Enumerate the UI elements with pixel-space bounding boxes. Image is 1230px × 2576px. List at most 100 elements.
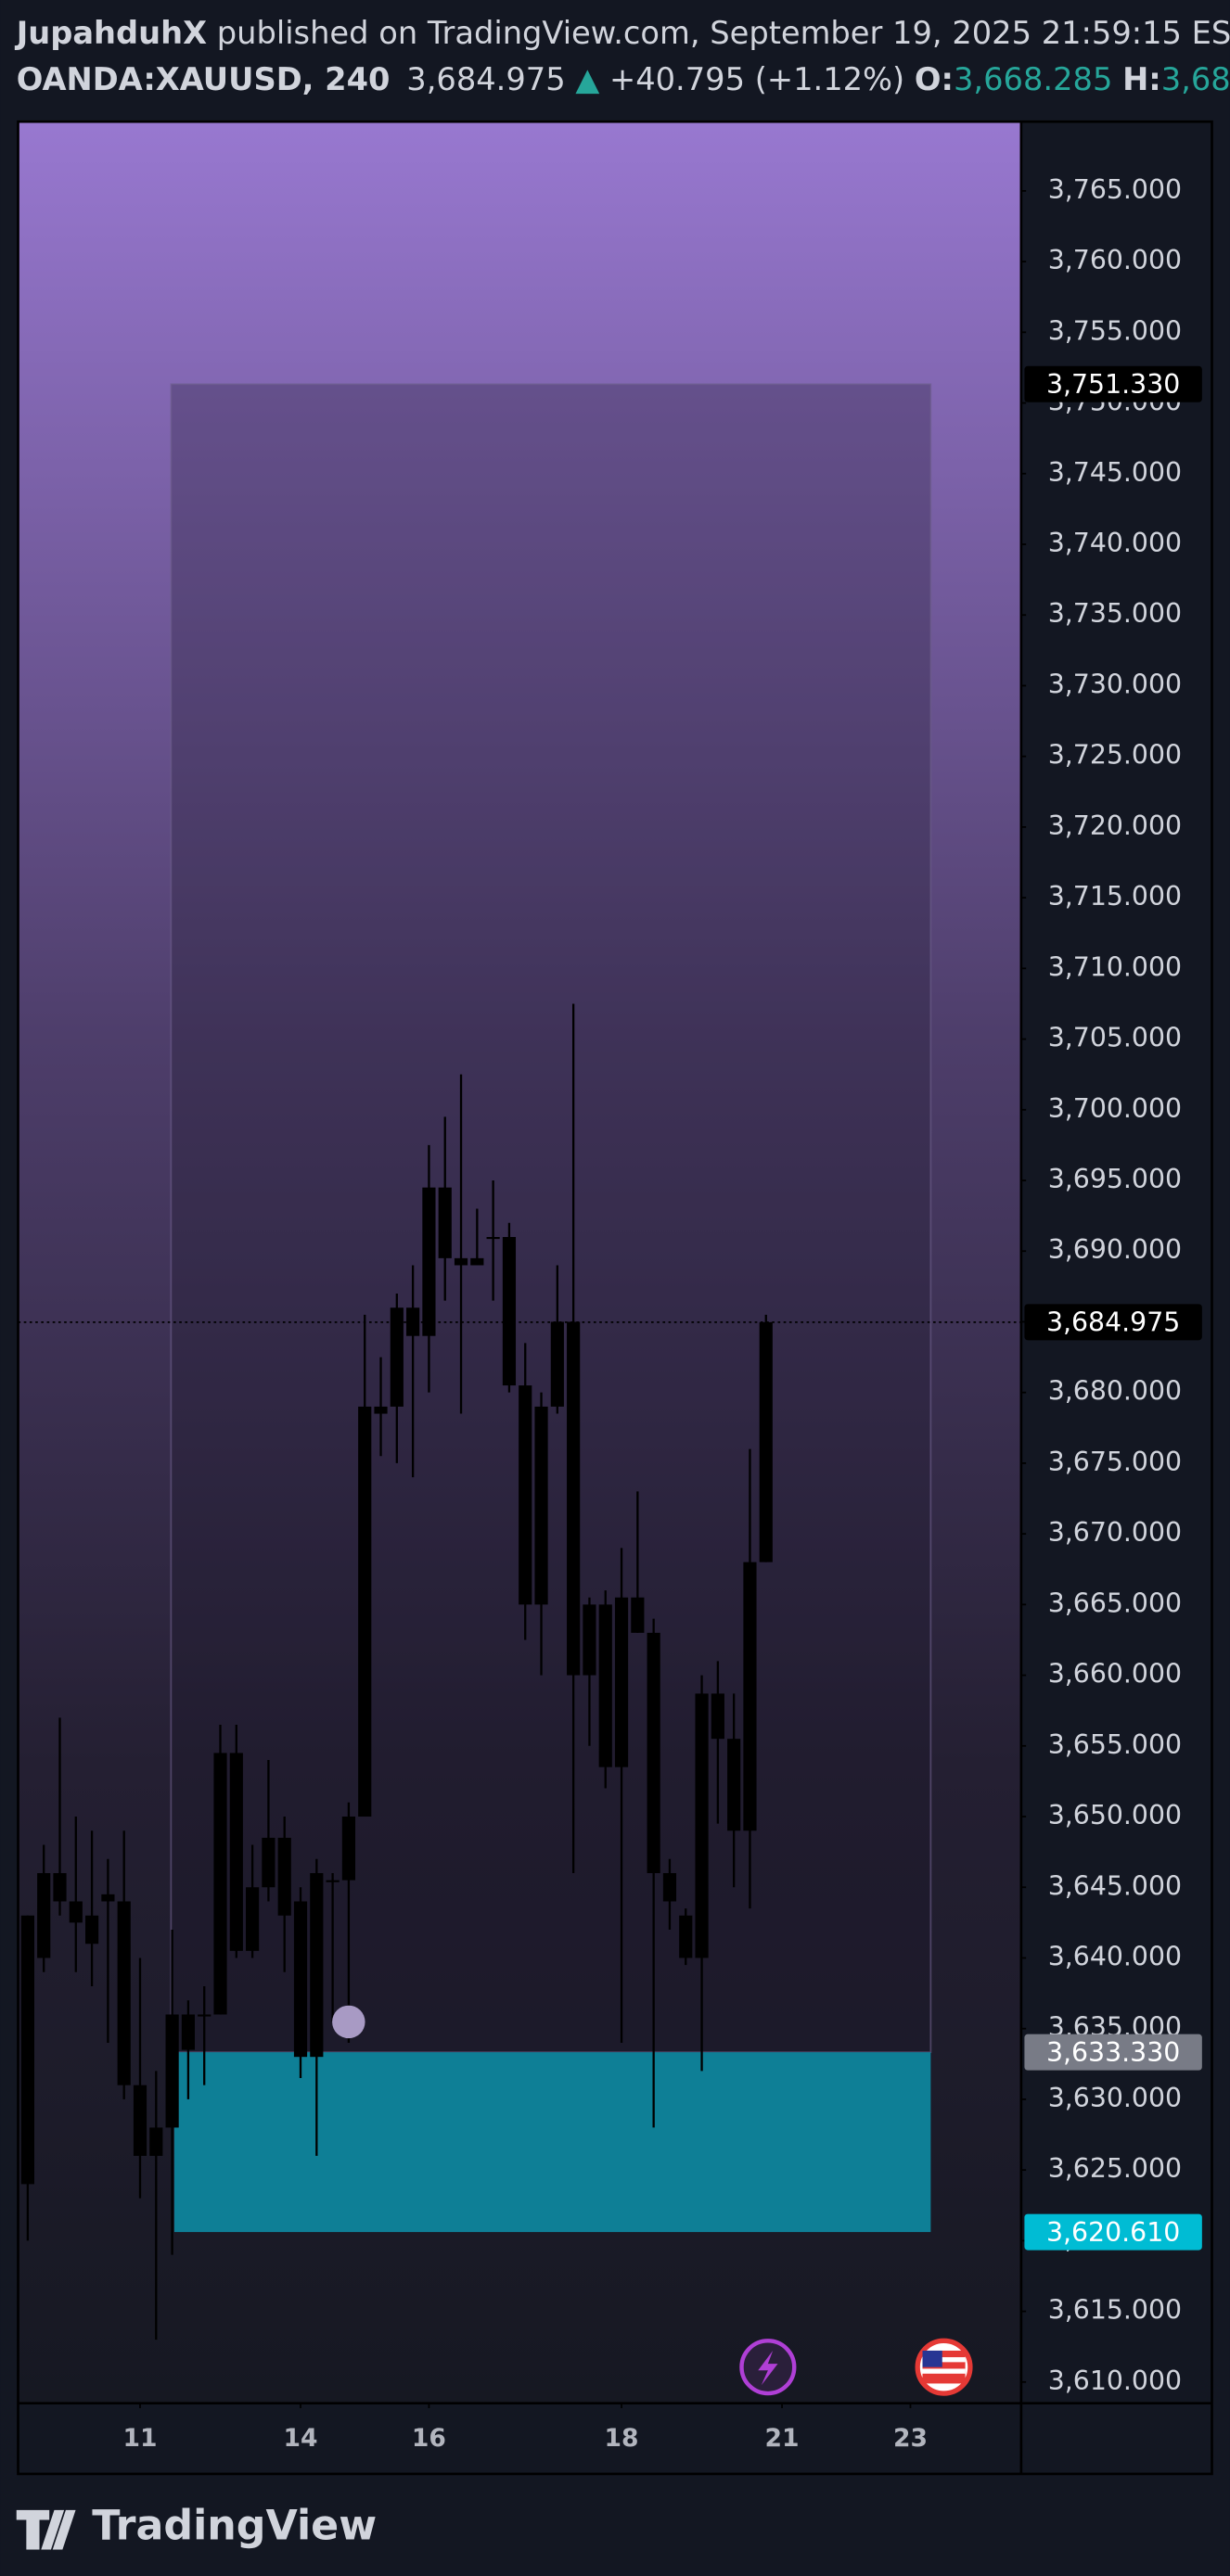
- x-tick-label: 14: [284, 2424, 318, 2453]
- y-tick-label: 3,660.000: [1048, 1659, 1182, 1690]
- price-label: 3,684.975: [1046, 1307, 1180, 1338]
- candle-body: [181, 2014, 195, 2050]
- y-tick-label: 3,765.000: [1048, 174, 1182, 205]
- x-tick-label: 23: [893, 2424, 928, 2453]
- y-tick-label: 3,690.000: [1048, 1234, 1182, 1265]
- price-label: 3,751.330: [1046, 369, 1180, 400]
- author: JupahduhX: [15, 15, 207, 51]
- y-tick-label: 3,675.000: [1048, 1447, 1182, 1477]
- candle-body: [567, 1321, 581, 1676]
- y-tick-label: 3,645.000: [1048, 1870, 1182, 1901]
- candle-body: [679, 1915, 693, 1958]
- candle-body: [759, 1321, 773, 1562]
- x-tick-label: 11: [123, 2424, 158, 2453]
- candle-body: [165, 2014, 179, 2128]
- candle-body: [727, 1739, 741, 1831]
- candle-body: [358, 1406, 372, 1817]
- y-tick-label: 3,730.000: [1048, 669, 1182, 699]
- candle-body: [631, 1597, 645, 1633]
- open-value: 3,668.285: [954, 60, 1112, 96]
- y-tick-label: 3,725.000: [1048, 740, 1182, 771]
- price-label-box: [1024, 2213, 1202, 2251]
- y-tick-label: 3,680.000: [1048, 1376, 1182, 1407]
- candle-body: [614, 1597, 629, 1767]
- candle-body: [422, 1187, 436, 1336]
- high-value: 3,685.: [1161, 60, 1230, 96]
- x-tick-label: 16: [412, 2424, 446, 2453]
- y-tick-label: 3,760.000: [1048, 245, 1182, 275]
- candle-body: [662, 1873, 677, 1902]
- header-line-1: JupahduhX published on TradingView.com, …: [15, 15, 1230, 51]
- flag-canton: [922, 2350, 942, 2367]
- x-tick-label: 21: [765, 2424, 800, 2453]
- candle-body: [101, 1894, 115, 1902]
- y-tick-label: 3,695.000: [1048, 1164, 1182, 1194]
- risk-box: [170, 383, 932, 2054]
- price-label: 3,620.610: [1046, 2217, 1180, 2248]
- candle-body: [37, 1873, 51, 1958]
- y-tick-label: 3,720.000: [1048, 810, 1182, 841]
- event-marker: [332, 2005, 365, 2039]
- y-tick-label: 3,755.000: [1048, 315, 1182, 346]
- flag-stripe: [922, 2357, 966, 2363]
- candle-body: [486, 1236, 500, 1240]
- candle-body: [53, 1873, 67, 1902]
- candle-body: [470, 1257, 484, 1266]
- y-tick-label: 3,700.000: [1048, 1093, 1182, 1124]
- price-label-box: [1024, 1304, 1202, 1341]
- x-tick-label: 18: [605, 2424, 639, 2453]
- symbol: OANDA:XAUUSD, 240: [17, 60, 391, 96]
- candle-body: [647, 1632, 660, 1874]
- y-tick-label: 3,640.000: [1048, 1941, 1182, 1971]
- candle-body: [85, 1915, 99, 1945]
- price-label-box: [1024, 365, 1202, 402]
- y-tick-label: 3,615.000: [1048, 2295, 1182, 2326]
- y-tick-label: 3,745.000: [1048, 457, 1182, 488]
- candle-body: [583, 1604, 596, 1676]
- y-tick-label: 3,630.000: [1048, 2083, 1182, 2113]
- candle-body: [213, 1753, 227, 2015]
- candle-body: [341, 1817, 356, 1881]
- plot: [18, 383, 1021, 2340]
- y-tick-label: 3,625.000: [1048, 2153, 1182, 2184]
- candle-body: [246, 1887, 260, 1951]
- candle-body: [117, 1901, 131, 2085]
- y-tick-label: 3,735.000: [1048, 598, 1182, 629]
- candle-body: [519, 1385, 532, 1605]
- candle-body: [438, 1187, 452, 1258]
- price-label-box: [1024, 2034, 1202, 2071]
- candle-body: [534, 1406, 548, 1605]
- change: +40.795 (+1.12%): [609, 60, 904, 96]
- candle-body: [310, 1873, 324, 2058]
- header-line-2: OANDA:XAUUSD, 240 3,684.975 ▲ +40.795 (+…: [17, 60, 1230, 96]
- published: published on TradingView.com, September …: [207, 15, 1230, 51]
- y-tick-label: 3,655.000: [1048, 1729, 1182, 1760]
- y-tick-label: 3,740.000: [1048, 528, 1182, 558]
- candle-body: [598, 1604, 612, 1767]
- flag-stripe: [922, 2368, 966, 2374]
- target-box: [173, 2052, 931, 2233]
- candle-body: [390, 1307, 404, 1407]
- candle-body: [133, 2085, 147, 2156]
- high-label: H:: [1122, 60, 1161, 96]
- candle-body: [326, 1880, 340, 1882]
- candle-body: [550, 1321, 564, 1407]
- frame: [17, 120, 1213, 2476]
- candle-body: [406, 1307, 420, 1336]
- candle-body: [454, 1257, 468, 1266]
- candle-body: [695, 1693, 709, 1958]
- candle-body: [277, 1837, 291, 1916]
- candle-body: [374, 1406, 388, 1414]
- candle-body: [20, 1915, 34, 2185]
- y-tick-label: 3,610.000: [1048, 2366, 1182, 2396]
- y-tick-label: 3,710.000: [1048, 951, 1182, 982]
- candle-body: [293, 1901, 308, 2058]
- open-label: O:: [915, 60, 954, 96]
- candle-body: [198, 2014, 211, 2017]
- candle-body: [149, 2127, 163, 2156]
- candle-body: [502, 1236, 517, 1386]
- price-label: 3,633.330: [1046, 2037, 1180, 2068]
- candle-body: [262, 1837, 275, 1888]
- price: 3,684.975: [406, 60, 565, 96]
